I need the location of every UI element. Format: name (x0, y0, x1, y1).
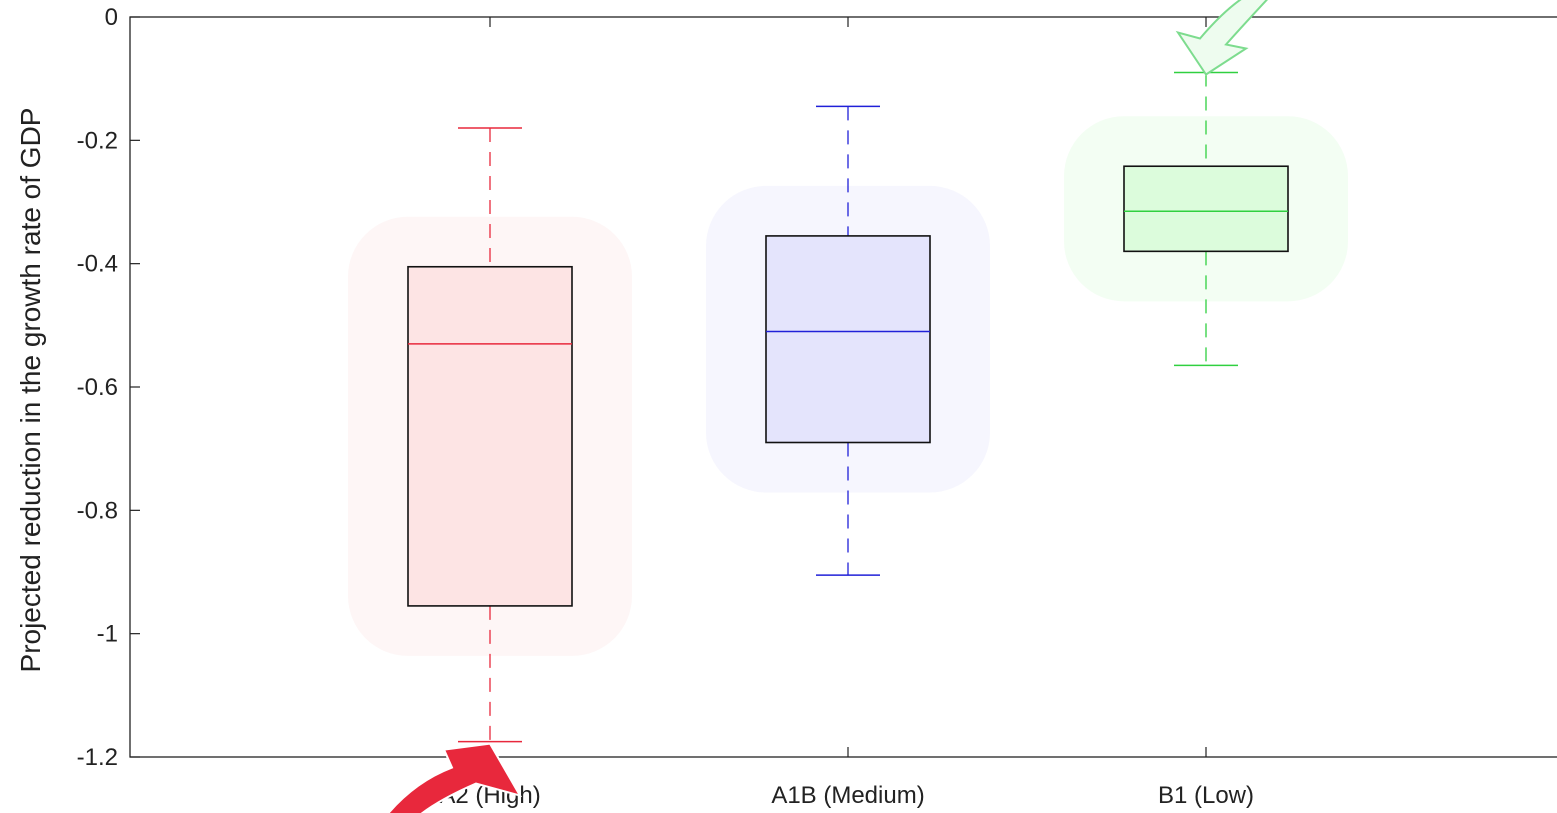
y-tick-label: -0.4 (77, 251, 118, 278)
y-tick-label: -1 (97, 621, 118, 648)
y-tick-label: 0 (105, 4, 118, 31)
box-3 (1064, 71, 1348, 367)
x-tick-label: B1 (Low) (1158, 782, 1254, 809)
annotation-arrow-green (1175, 0, 1268, 76)
y-tick-label: -0.2 (77, 127, 118, 154)
y-tick-label: -0.8 (77, 497, 118, 524)
y-axis: 0 -0.2 -0.4 -0.6 -0.8 -1 -1.2 (77, 4, 140, 771)
y-tick-label: -0.6 (77, 374, 118, 401)
y-tick-label: -1.2 (77, 744, 118, 771)
annotation-arrows (387, 0, 1268, 813)
box-1 (348, 127, 632, 743)
box-iqr (765, 235, 931, 444)
box-series (348, 71, 1348, 743)
box-iqr (407, 265, 573, 607)
x-tick-label: A1B (Medium) (771, 782, 924, 809)
box-2 (706, 105, 990, 576)
y-axis-label: Projected reduction in the growth rate o… (15, 108, 46, 673)
annotation-arrow-red (387, 742, 523, 813)
box-iqr (1123, 165, 1289, 253)
